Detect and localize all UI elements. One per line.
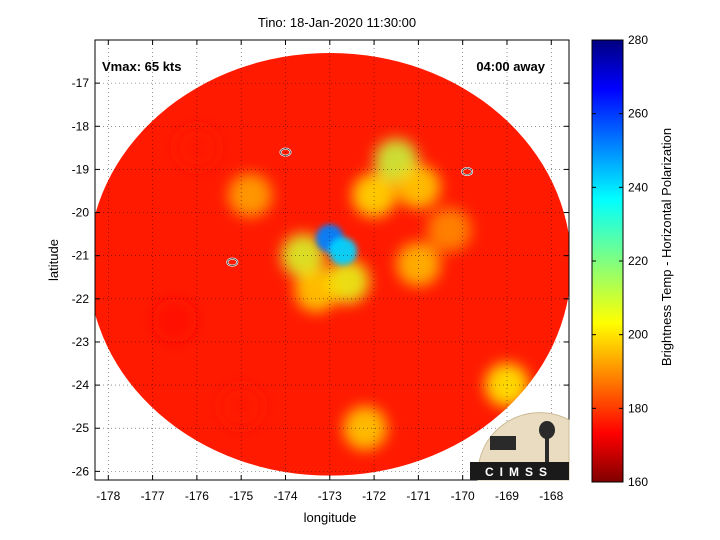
brightness-features xyxy=(152,125,529,451)
x-tick-label: -176 xyxy=(185,489,209,503)
logo-text: CIMSS xyxy=(485,465,553,479)
logo-building xyxy=(490,436,516,450)
x-tick-label: -177 xyxy=(141,489,165,503)
y-tick-label: -22 xyxy=(72,292,90,306)
x-tick-label: -168 xyxy=(539,489,563,503)
x-tick-label: -178 xyxy=(96,489,120,503)
y-tick-label: -18 xyxy=(72,119,90,133)
swath-base xyxy=(95,52,569,476)
x-tick-label: -175 xyxy=(229,489,253,503)
brightness-feature xyxy=(329,237,358,266)
x-tick-label: -174 xyxy=(273,489,297,503)
island-outline-edge xyxy=(461,167,473,176)
colorbar-tick-label: 280 xyxy=(628,33,648,47)
x-tick-label: -169 xyxy=(495,489,519,503)
brightness-feature xyxy=(219,384,264,429)
y-axis-ticks: -17 -18 -19 -20 -21 -22 -23 -24 -25 -26 xyxy=(72,76,569,478)
swath-image xyxy=(95,52,569,476)
colorbar xyxy=(591,39,624,483)
x-axis-ticks: -178 -177 -176 -175 -174 -173 -172 -171 -170 -169… xyxy=(96,40,564,503)
logo-tower-leg xyxy=(545,436,549,466)
colorbar-tick-label: 240 xyxy=(628,180,648,194)
x-tick-label: -170 xyxy=(451,489,475,503)
chart-title: Tino: 18-Jan-2020 11:30:00 xyxy=(258,15,416,30)
brightness-feature xyxy=(343,406,388,451)
y-tick-label: -17 xyxy=(72,76,90,90)
brightness-feature xyxy=(294,268,339,313)
y-tick-label: -26 xyxy=(72,464,90,478)
colorbar-label: Brightness Temp - Horizontal Polarizatio… xyxy=(659,128,674,366)
plot-frame xyxy=(94,39,570,481)
colorbar-tick-label: 200 xyxy=(628,328,648,342)
brightness-feature xyxy=(174,125,219,170)
colorbar-tick-label: 220 xyxy=(628,254,648,268)
brightness-feature xyxy=(484,363,529,408)
grid xyxy=(95,40,569,480)
vmax-annotation: Vmax: 65 kts xyxy=(102,59,182,74)
y-tick-label: -25 xyxy=(72,421,90,435)
y-tick-label: -24 xyxy=(72,378,90,392)
colorbar-tick-label: 260 xyxy=(628,107,648,121)
island-outline-edge xyxy=(227,258,238,266)
brightness-feature xyxy=(352,173,397,218)
x-tick-label: -173 xyxy=(318,489,342,503)
y-tick-label: -21 xyxy=(72,249,90,263)
time-away-annotation: 04:00 away xyxy=(476,59,545,74)
y-tick-label: -20 xyxy=(72,206,90,220)
logo-banner xyxy=(470,462,569,480)
y-tick-label: -19 xyxy=(72,162,90,176)
cimss-logo: CIMSS xyxy=(470,412,570,481)
colorbar-tick-label: 180 xyxy=(628,401,648,415)
colorbar-ticks: 280 260 240 220 200 180 160 xyxy=(592,33,648,489)
colorbar-tick-label: 160 xyxy=(628,475,648,489)
brightness-feature xyxy=(152,298,197,343)
x-axis-label: longitude xyxy=(304,510,357,525)
logo-water-tower xyxy=(539,421,555,439)
x-tick-label: -172 xyxy=(362,489,386,503)
brightness-feature xyxy=(396,164,441,209)
brightness-feature xyxy=(228,173,273,218)
x-tick-label: -171 xyxy=(406,489,430,503)
y-tick-label: -23 xyxy=(72,335,90,349)
brightness-feature xyxy=(427,207,472,252)
eyewall-core xyxy=(315,224,358,266)
y-axis-label: latitude xyxy=(46,239,61,281)
